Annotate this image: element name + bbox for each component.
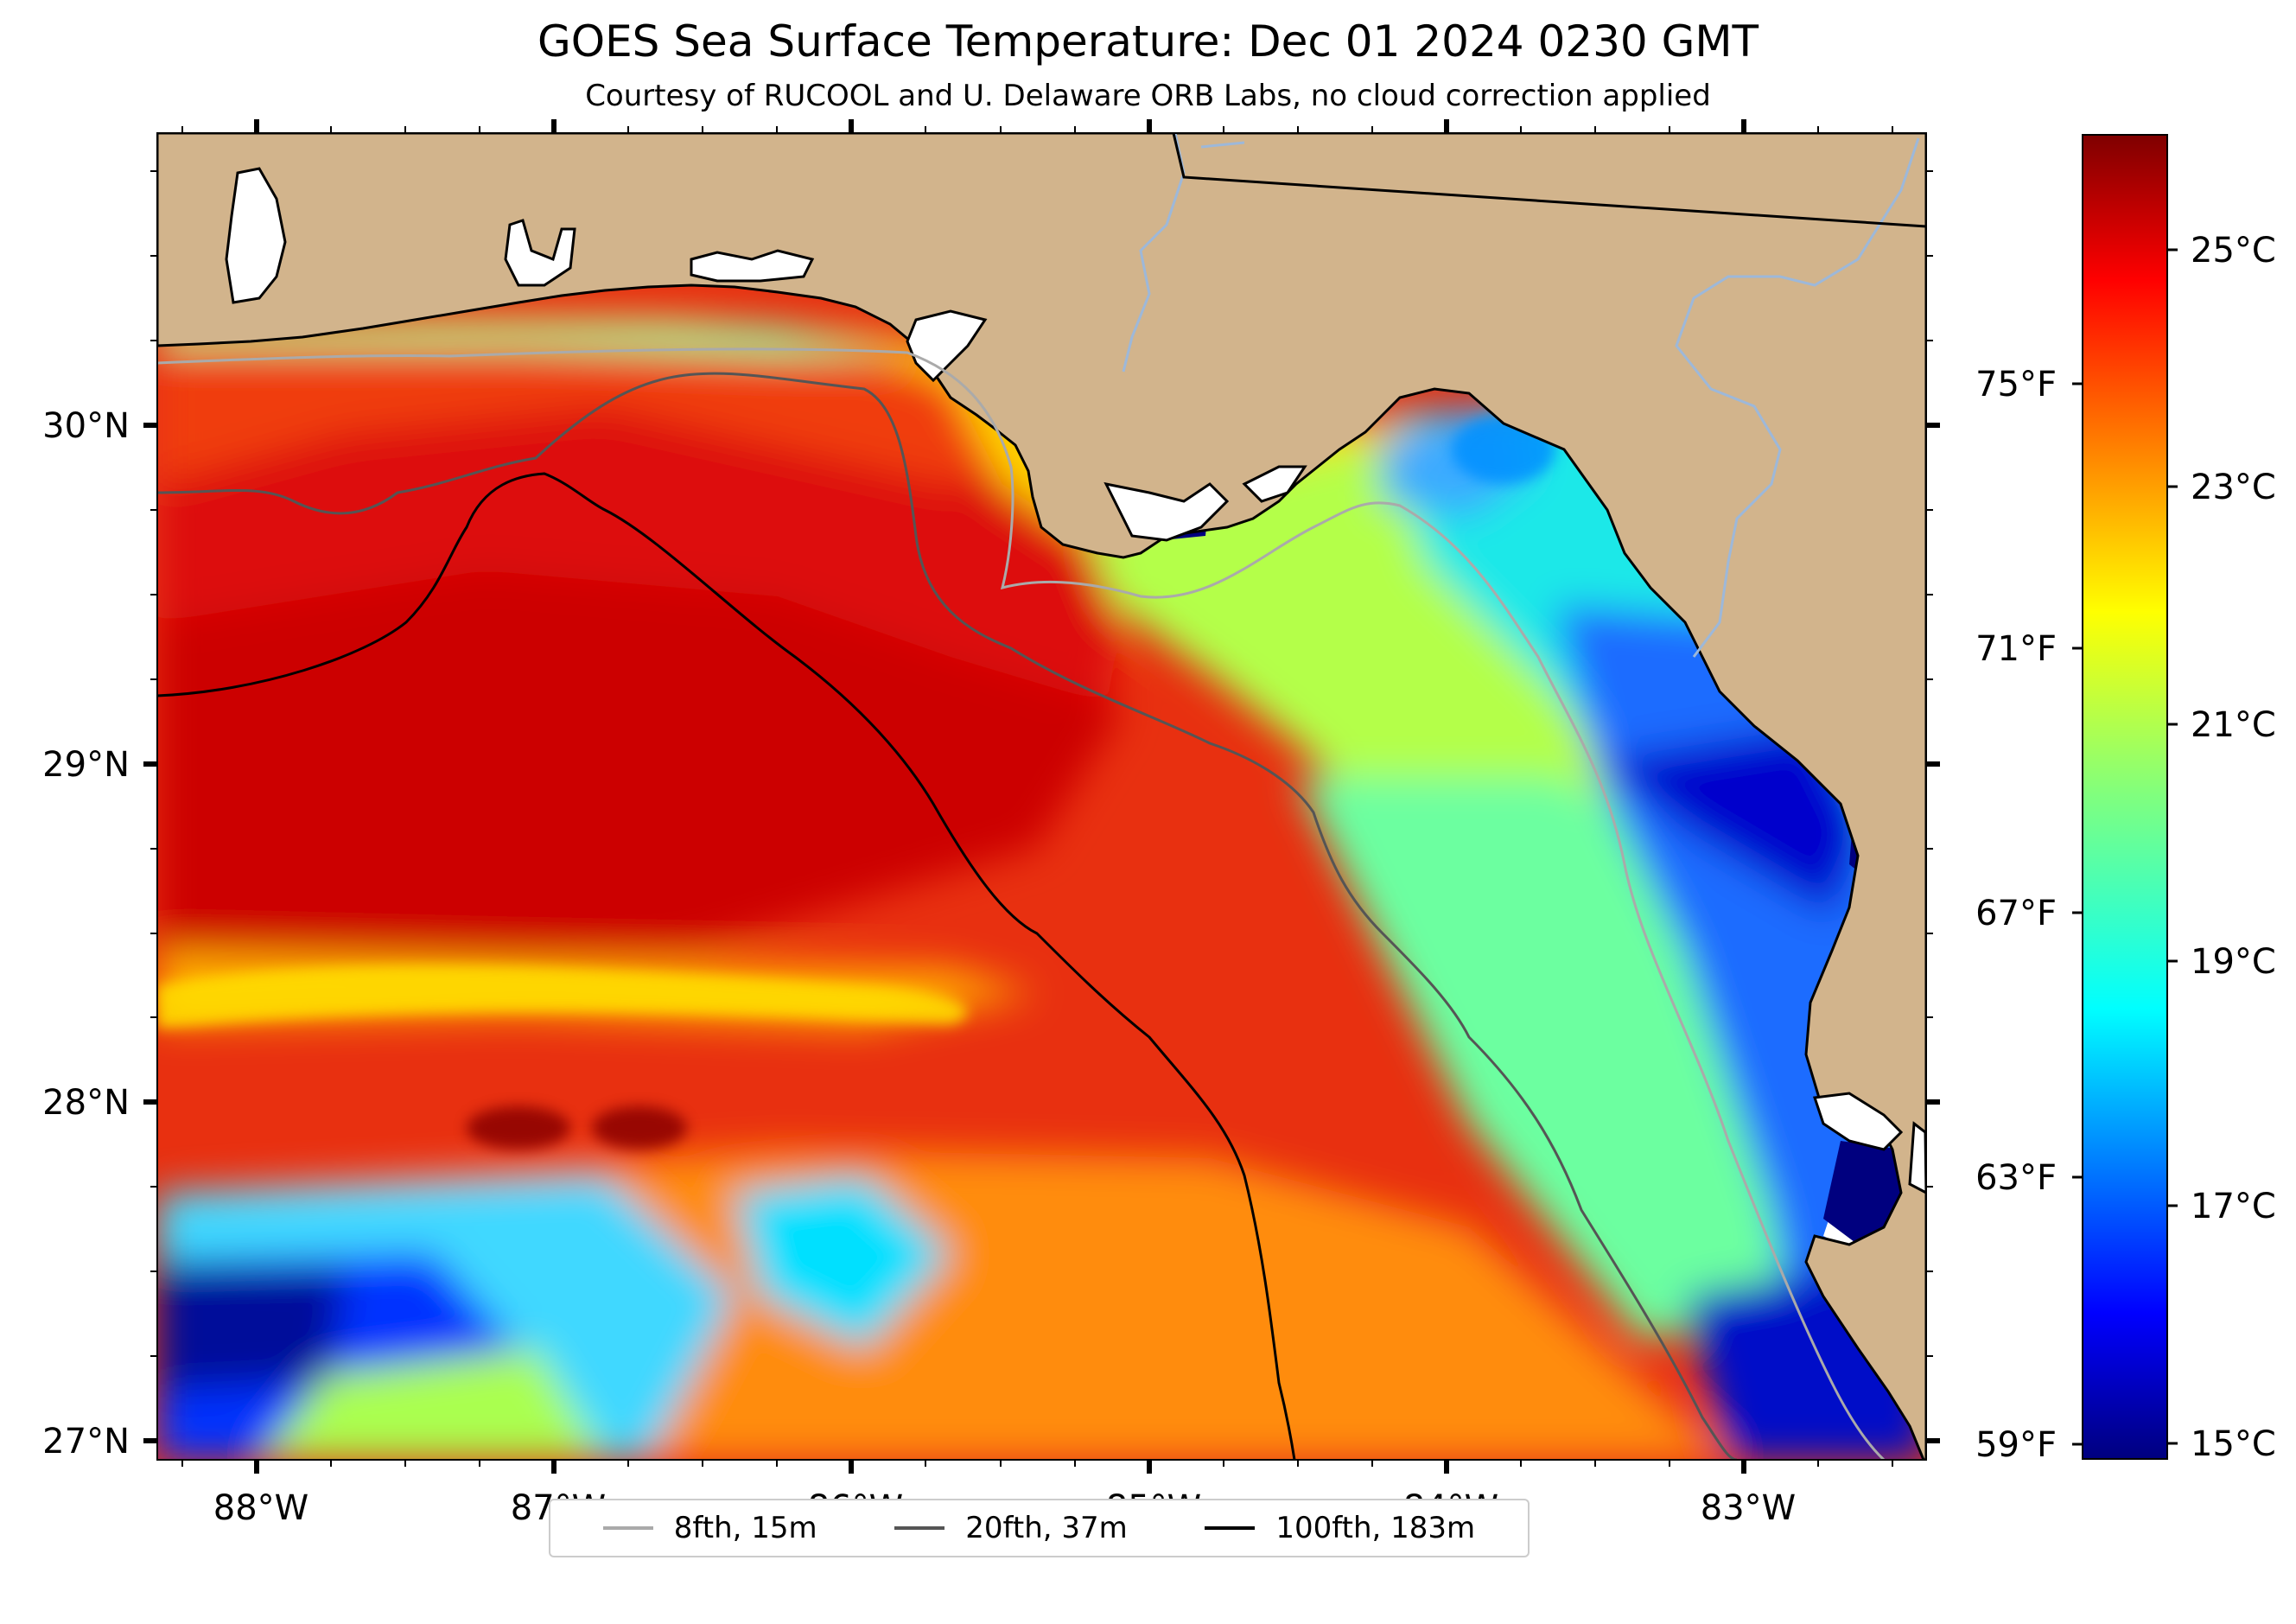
legend-label: 20fth, 37m [965,1511,1128,1545]
legend-label: 8fth, 15m [673,1511,817,1545]
legend-line-swatch [602,1526,653,1530]
land [157,133,1926,1460]
lat-tick-labels: 30°N 29°N 28°N 27°N [42,406,130,1462]
minor-ticks [150,126,1933,1467]
contour-100fth [157,472,1296,1460]
legend-item-100fth: 100fth, 183m [1205,1511,1475,1545]
lon-label: 83°W [1701,1488,1796,1528]
major-ticks [143,119,1940,1474]
colorbar-fahrenheit-label: 71°F [1975,629,2057,669]
colorbar: 25°C 23°C 21°C 19°C 17°C 15°C 75°F 71°F … [1975,134,2276,1465]
barrier-islands [225,167,1926,1194]
sea-temperature-field [157,133,1926,1460]
chart-title: GOES Sea Surface Temperature: Dec 01 202… [537,16,1759,67]
legend-line-swatch [894,1526,945,1530]
plot-area [157,133,1926,1460]
legend-item-20fth: 20fth, 37m [894,1511,1128,1545]
lon-label: 88°W [213,1488,308,1528]
colorbar-celsius-label: 25°C [2191,231,2276,271]
lat-label: 29°N [42,745,130,785]
colorbar-celsius-label: 23°C [2191,468,2276,507]
colorbar-fahrenheit-label: 63°F [1975,1158,2057,1198]
contour-8fth [157,347,1886,1460]
state-border [1172,133,1926,228]
lat-label: 27°N [42,1422,130,1462]
legend-line-swatch [1205,1526,1256,1530]
colorbar-fahrenheit-label: 75°F [1975,365,2057,404]
colorbar-fahrenheit-label: 59°F [1975,1425,2057,1465]
legend-label: 100fth, 183m [1275,1511,1476,1545]
colorbar-celsius-label: 17°C [2191,1187,2276,1226]
colorbar-fahrenheit-label: 67°F [1975,894,2057,933]
lat-label: 28°N [42,1083,130,1123]
colorbar-celsius-label: 19°C [2191,942,2276,982]
contour-legend: 8fth, 15m 20fth, 37m 100fth, 183m [549,1499,1530,1557]
legend-item-8fth: 8fth, 15m [602,1511,817,1545]
chart-subtitle: Courtesy of RUCOOL and U. Delaware ORB L… [585,79,1711,113]
colorbar-celsius-label: 21°C [2191,705,2276,745]
lat-label: 30°N [42,406,130,446]
colorbar-celsius-label: 15°C [2191,1424,2276,1464]
colorbar-gradient [2082,134,2168,1460]
contour-20fth [157,372,1738,1460]
map-frame [156,132,1927,1461]
